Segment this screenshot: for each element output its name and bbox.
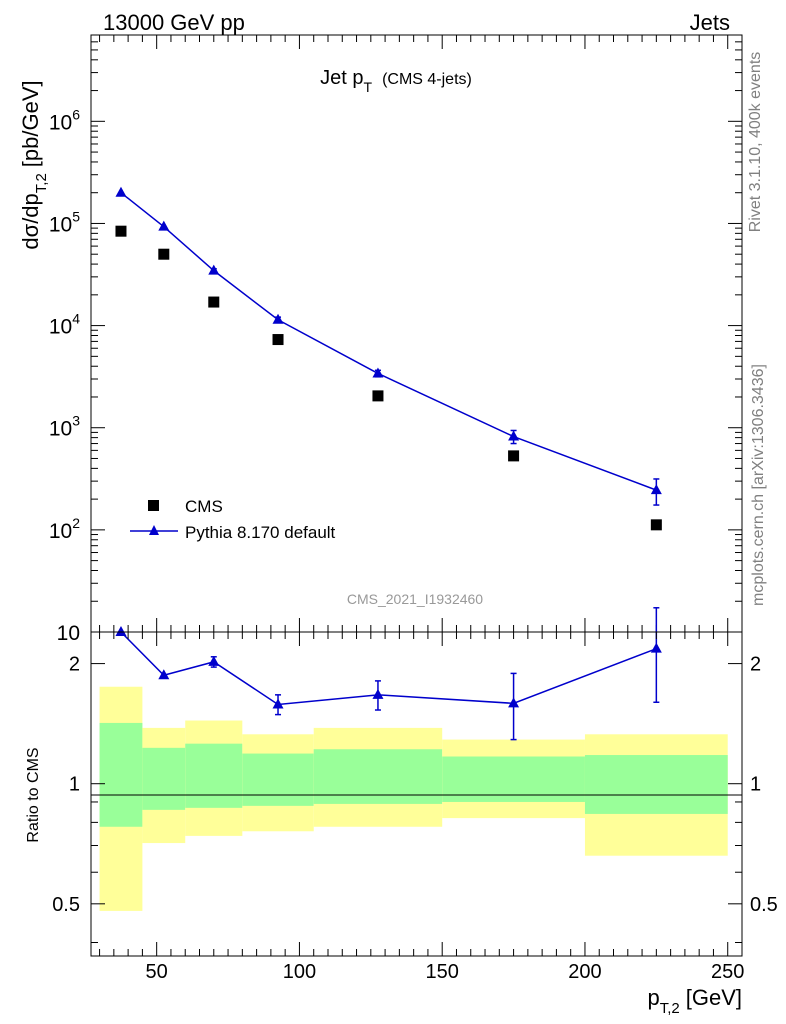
cms-point — [208, 296, 220, 308]
main-y-axis-label: dσ/dpT,2[pb/GeV] — [18, 80, 50, 249]
ratio-y-tick-label-right: 1 — [750, 774, 761, 796]
header-right: Jets — [690, 10, 730, 35]
uncertainty-band-inner — [142, 747, 186, 810]
ratio-point — [650, 642, 662, 653]
mc-point — [508, 430, 520, 441]
ratio-panel: 0.5 0.5 1 1 2 2 50 100 150 200 250 Ratio to CMS p… — [25, 607, 778, 1017]
ratio-line — [120, 631, 657, 706]
ratio-point — [115, 626, 127, 636]
analysis-watermark: CMS_2021_I1932460 — [347, 591, 483, 607]
mc-point — [115, 186, 127, 197]
cms-point — [115, 225, 127, 237]
cms-point — [508, 450, 520, 462]
ratio-y-tick-label-left: 0.5 — [52, 894, 80, 916]
ratio-point — [158, 669, 170, 680]
uncertainty-band-inner — [313, 749, 443, 804]
rivet-label: Rivet 3.1.10, 400k events — [747, 52, 764, 233]
uncertainty-band-inner — [584, 755, 728, 814]
ratio-frame — [90, 631, 743, 957]
uncertainty-band-inner — [99, 722, 143, 827]
mcplots-label: mcplots.cern.ch [arXiv:1306.3436] — [750, 364, 767, 606]
ratio-data-marks — [115, 607, 662, 741]
x-axis-label: pT,2 [GeV] — [647, 985, 742, 1017]
ratio-axis-ticks — [91, 632, 742, 956]
ratio-y-tick-label-right: 0.5 — [750, 894, 778, 916]
uncertainty-band-inner — [242, 753, 314, 806]
mc-point — [650, 484, 662, 495]
x-tick-label: 50 — [146, 961, 168, 983]
main-y-tick-label: 104 — [49, 311, 80, 339]
mc-point — [372, 367, 384, 378]
main-y-tick-label: 103 — [49, 413, 80, 441]
cms-point — [650, 519, 662, 531]
legend-pythia-label: Pythia 8.170 default — [185, 523, 336, 542]
cms-point — [372, 390, 384, 402]
legend: CMS Pythia 8.170 default — [130, 497, 336, 542]
ratio-bands — [99, 686, 728, 911]
main-data-marks — [115, 186, 662, 531]
legend-cms-marker — [148, 500, 159, 511]
x-tick-label: 250 — [711, 961, 744, 983]
mc-point — [208, 264, 220, 275]
ratio-y-axis-label: Ratio to CMS — [25, 747, 42, 842]
x-tick-label: 100 — [283, 961, 316, 983]
ratio-y-tick-label-left: 1 — [69, 774, 80, 796]
legend-cms-label: CMS — [185, 497, 223, 516]
main-y-tick-label: 102 — [49, 515, 80, 543]
ratio-y-tick-label-left: 2 — [69, 654, 80, 676]
cms-point — [158, 248, 170, 260]
main-y-tick-label: 106 — [49, 106, 80, 134]
cms-point — [272, 334, 284, 346]
uncertainty-band-inner — [185, 743, 243, 808]
x-tick-label: 150 — [426, 961, 459, 983]
ratio-point — [208, 655, 220, 666]
main-y-tick-label: 10 — [57, 622, 80, 645]
legend-pythia-marker — [149, 525, 159, 535]
header-left: 13000 GeV pp — [103, 10, 245, 35]
main-panel: 10 102 103 104 105 106 Jet pT (CMS 4-jets) dσ/… — [18, 34, 743, 645]
ratio-point — [372, 688, 384, 699]
ratio-point — [272, 698, 284, 709]
ratio-y-tick-label-right: 2 — [750, 654, 761, 676]
ratio-y-tick-labels: 0.5 0.5 1 1 2 2 — [52, 654, 778, 916]
x-tick-labels: 50 100 150 200 250 — [146, 961, 745, 983]
mc-line — [120, 192, 657, 491]
mc-point — [272, 313, 284, 324]
main-y-tick-label: 105 — [49, 208, 80, 236]
plot-title: Jet pT (CMS 4-jets) — [320, 67, 472, 95]
main-frame — [90, 34, 743, 633]
main-axis-ticks — [91, 34, 742, 633]
uncertainty-band-inner — [442, 756, 585, 802]
x-tick-label: 200 — [568, 961, 601, 983]
mc-point — [158, 220, 170, 231]
ratio-point — [508, 697, 520, 708]
main-y-tick-labels: 10 102 103 104 105 106 — [49, 106, 80, 645]
